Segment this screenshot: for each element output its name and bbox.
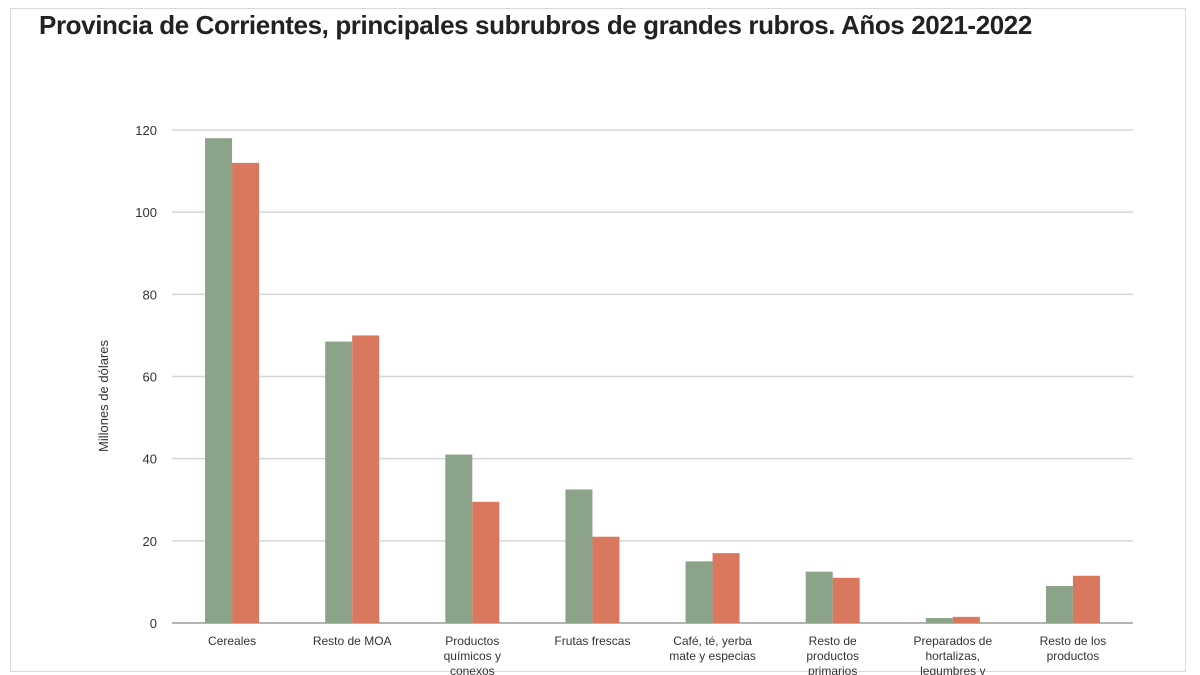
x-category-label-line: productos xyxy=(806,649,859,663)
x-category-label-line: Productos xyxy=(445,634,499,648)
bar-series-2 xyxy=(472,501,500,623)
x-category-label-line: hortalizas, xyxy=(925,649,980,663)
chart-title: Provincia de Corrientes, principales sub… xyxy=(39,10,1032,40)
x-category-label: Preparados de hortalizas, legumbres y xyxy=(913,634,992,675)
bar-series-1 xyxy=(925,618,953,623)
y-tick-label: 80 xyxy=(143,287,157,302)
y-tick-label: 20 xyxy=(143,534,157,549)
x-category-label-line: productos xyxy=(1047,649,1100,663)
bar-series-2 xyxy=(352,335,380,623)
x-category-label-line: Café, té, yerba xyxy=(673,634,752,648)
x-category-label: Resto de productos primarios xyxy=(806,634,859,675)
x-category-label-line: conexos xyxy=(450,664,495,675)
bar-series-2 xyxy=(952,616,980,623)
bar-series-1 xyxy=(445,454,473,623)
bar-series-2 xyxy=(832,577,860,623)
x-category-label: Cereales xyxy=(208,634,256,648)
x-category-label-line: Resto de MOA xyxy=(313,634,392,648)
bar-series-1 xyxy=(805,571,833,623)
x-category-label-line: legumbres y xyxy=(920,664,985,675)
x-category-label: Café, té, yerba mate y especias xyxy=(669,634,756,663)
x-category-label-line: Preparados de xyxy=(913,634,992,648)
bar-series-2 xyxy=(232,162,260,623)
bar-series-1 xyxy=(1045,586,1073,623)
bar-series-2 xyxy=(1072,575,1100,623)
y-tick-label: 100 xyxy=(135,205,157,220)
x-category-label-line: Resto de xyxy=(809,634,857,648)
x-category-label-line: Frutas frescas xyxy=(554,634,630,648)
x-category-label-line: mate y especias xyxy=(669,649,756,663)
x-category-label: Resto de MOA xyxy=(313,634,392,648)
x-category-label: Frutas frescas xyxy=(554,634,630,648)
y-axis-label: Millones de dólares xyxy=(96,340,111,453)
y-tick-label: 60 xyxy=(143,370,157,385)
x-category-label-line: químicos y xyxy=(444,649,501,663)
bar-series-1 xyxy=(565,489,593,623)
x-category-label-line: Resto de los xyxy=(1040,634,1107,648)
x-category-label-line: Cereales xyxy=(208,634,256,648)
y-tick-label: 0 xyxy=(150,616,157,631)
bar-series-1 xyxy=(325,341,353,623)
x-category-label: Productos químicos y conexos xyxy=(444,634,501,675)
bar-series-2 xyxy=(592,536,620,623)
bar-series-1 xyxy=(685,561,713,623)
bar-series-1 xyxy=(205,138,233,623)
bar-series-2 xyxy=(712,553,740,623)
y-tick-label: 40 xyxy=(143,452,157,467)
y-tick-label: 120 xyxy=(135,123,157,138)
x-category-label: Resto de los productos xyxy=(1040,634,1107,663)
x-category-label-line: primarios xyxy=(808,664,857,675)
